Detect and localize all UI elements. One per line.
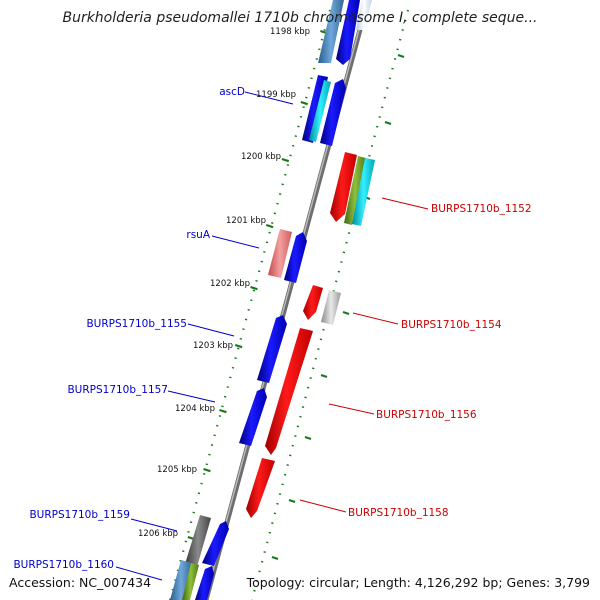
gene-feature[interactable] (202, 521, 229, 566)
reverse-label-connectors (299, 197, 429, 513)
gene-feature[interactable] (182, 563, 199, 600)
tick-label: 1203 kbp (193, 341, 233, 351)
gene-label-1159[interactable]: BURPS1710b_1159 (29, 509, 130, 521)
gene-label-1155[interactable]: BURPS1710b_1155 (86, 318, 187, 330)
tick-label: 1200 kbp (241, 152, 281, 162)
gene-feature[interactable] (257, 315, 287, 383)
topology-summary: Topology: circular; Length: 4,126,292 bp… (246, 575, 590, 590)
tick-label: 1202 kbp (210, 279, 250, 289)
gene-label-1160[interactable]: BURPS1710b_1160 (13, 559, 114, 571)
gene-feature[interactable] (246, 458, 275, 518)
tick-label: 1198 kbp (270, 27, 310, 37)
gene-label-ascd[interactable]: ascD (219, 86, 245, 98)
tick-label: 1201 kbp (226, 216, 266, 226)
gene-feature[interactable] (284, 232, 307, 283)
gene-feature[interactable] (321, 290, 341, 325)
reverse-genes (246, 0, 375, 518)
gene-feature[interactable] (195, 566, 214, 600)
tick-label: 1206 kbp (138, 529, 178, 539)
tick-label: 1204 kbp (175, 404, 215, 414)
gene-feature[interactable] (268, 229, 292, 278)
map-title: Burkholderia pseudomallei 1710b chromoso… (62, 10, 538, 26)
gene-feature[interactable] (356, 0, 372, 30)
gene-feature[interactable] (320, 79, 346, 146)
gene-feature[interactable] (344, 156, 366, 225)
gene-label-1157[interactable]: BURPS1710b_1157 (67, 384, 168, 396)
gene-feature[interactable] (265, 328, 313, 455)
forward-genes (170, 0, 360, 600)
gene-label-1152[interactable]: BURPS1710b_1152 (431, 203, 532, 215)
tick-marks-right (271, 53, 405, 561)
gene-feature[interactable] (303, 285, 323, 320)
gene-label-1154[interactable]: BURPS1710b_1154 (401, 319, 502, 331)
gene-feature[interactable] (352, 158, 375, 226)
gene-feature[interactable] (170, 560, 192, 600)
forward-label-connectors (115, 91, 294, 581)
gene-feature[interactable] (239, 388, 267, 446)
tick-marks (187, 29, 328, 541)
tick-label: 1205 kbp (157, 465, 197, 475)
gene-feature[interactable] (309, 80, 331, 142)
gene-feature[interactable] (318, 0, 344, 63)
tick-label: 1199 kbp (256, 90, 296, 100)
gene-label-1158[interactable]: BURPS1710b_1158 (348, 507, 449, 519)
gene-label-rsua[interactable]: rsuA (186, 229, 210, 241)
accession-text: Accession: NC_007434 (9, 575, 152, 590)
gene-label-1156[interactable]: BURPS1710b_1156 (376, 409, 477, 421)
gene-feature[interactable] (336, 0, 360, 65)
gene-feature[interactable] (185, 515, 211, 567)
gene-feature[interactable] (330, 152, 357, 222)
